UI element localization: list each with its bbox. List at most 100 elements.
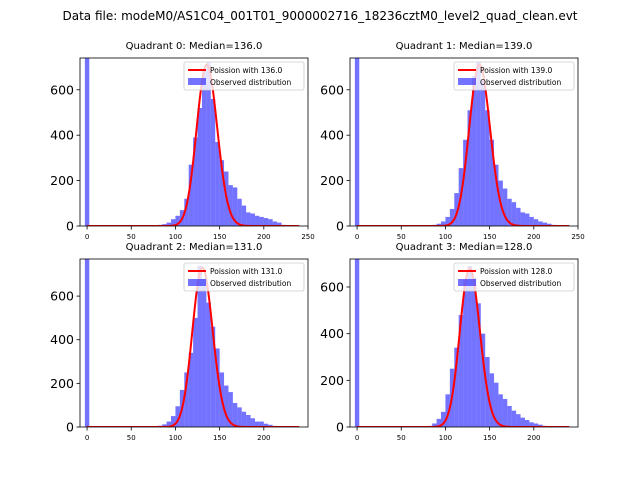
histogram-bar bbox=[246, 415, 251, 427]
histogram-bar bbox=[246, 212, 251, 226]
histogram-bar bbox=[436, 223, 442, 226]
legend-fit-label: Poission with 139.0 bbox=[480, 66, 553, 75]
x-tick-label: 100 bbox=[169, 233, 182, 241]
histogram-bar bbox=[529, 422, 534, 427]
histogram-bar bbox=[471, 76, 477, 226]
legend: Poission with 139.0 Observed distribution bbox=[453, 61, 575, 91]
legend-hist-swatch bbox=[188, 78, 206, 85]
axes-frame bbox=[79, 57, 309, 227]
histogram-bar bbox=[254, 421, 260, 427]
histogram-bar bbox=[520, 212, 525, 226]
histogram-bar bbox=[524, 420, 530, 427]
histogram-bar bbox=[188, 164, 194, 226]
histogram-bar bbox=[511, 202, 517, 226]
x-tick-label: 150 bbox=[483, 434, 496, 442]
subplot-title: Quadrant 3: Median=128.0 bbox=[396, 242, 533, 253]
histogram-bar bbox=[277, 222, 282, 226]
y-tick-label: 0 bbox=[336, 420, 344, 435]
histogram-bar bbox=[241, 411, 247, 427]
histogram-bar bbox=[162, 424, 167, 427]
histogram-bar bbox=[175, 406, 180, 427]
legend-hist-swatch bbox=[188, 279, 206, 286]
histogram-bar bbox=[228, 185, 233, 226]
histogram-bar bbox=[463, 280, 468, 427]
histogram-bar bbox=[516, 414, 521, 427]
histogram-bar bbox=[201, 69, 207, 226]
histogram-bar bbox=[520, 417, 525, 427]
legend-hist-label: Observed distribution bbox=[210, 279, 291, 288]
histogram-bar bbox=[445, 216, 450, 226]
histogram-bar bbox=[533, 423, 539, 427]
y-tick-label: 200 bbox=[320, 373, 344, 388]
histogram-bar bbox=[467, 110, 472, 226]
subplot-title: Quadrant 1: Median=139.0 bbox=[396, 41, 533, 52]
y-tick-label: 600 bbox=[50, 82, 74, 97]
histogram-bar bbox=[250, 213, 255, 226]
x-tick-label: 50 bbox=[397, 233, 406, 241]
x-tick-label: 150 bbox=[483, 233, 496, 241]
legend-hist-swatch bbox=[458, 279, 476, 286]
histogram-bar bbox=[441, 221, 446, 226]
histogram-bar bbox=[268, 424, 273, 427]
axes-frame bbox=[79, 258, 309, 428]
histogram-bar bbox=[184, 198, 189, 226]
histogram-bar bbox=[171, 219, 176, 226]
histogram-bar bbox=[445, 394, 450, 427]
histogram-bar bbox=[467, 266, 472, 427]
plot-area bbox=[354, 58, 570, 226]
legend-hist-label: Observed distribution bbox=[480, 78, 561, 87]
poisson-fit-line bbox=[357, 63, 570, 226]
histogram-bar bbox=[263, 218, 269, 226]
histogram-bar bbox=[432, 423, 437, 427]
histogram-bar bbox=[454, 193, 459, 226]
axes-frame bbox=[349, 258, 579, 428]
legend-box bbox=[453, 61, 575, 91]
x-tick-label: 200 bbox=[527, 233, 540, 241]
histogram-bar bbox=[268, 219, 273, 226]
histogram-bar bbox=[228, 392, 233, 427]
x-tick-label: 150 bbox=[213, 434, 226, 442]
histogram-bar bbox=[476, 303, 481, 427]
histogram-bar bbox=[263, 423, 269, 427]
histogram-bar bbox=[197, 107, 202, 226]
x-tick-label: 100 bbox=[439, 233, 452, 241]
legend-box bbox=[453, 262, 575, 292]
suptitle: Data file: modeM0/AS1C04_001T01_90000027… bbox=[62, 9, 577, 23]
legend-fit-label: Poission with 128.0 bbox=[480, 267, 553, 276]
plot-area bbox=[84, 58, 300, 226]
histogram-bar bbox=[272, 221, 278, 226]
histogram-bar bbox=[516, 207, 521, 226]
histogram-bar bbox=[480, 80, 486, 226]
y-tick-label: 600 bbox=[320, 280, 344, 295]
histogram-bar bbox=[219, 160, 225, 226]
histogram-bar bbox=[215, 142, 220, 226]
y-tick-label: 400 bbox=[320, 326, 344, 341]
y-tick-label: 0 bbox=[66, 420, 74, 435]
histogram-bar bbox=[210, 326, 216, 427]
histogram-bar bbox=[524, 213, 530, 226]
histogram-bar bbox=[206, 302, 211, 427]
y-tick-label: 200 bbox=[50, 173, 74, 188]
axes-frame bbox=[349, 57, 579, 227]
histogram-bar bbox=[485, 110, 490, 226]
x-tick-label: 100 bbox=[169, 434, 182, 442]
x-tick-label: 150 bbox=[213, 233, 226, 241]
x-tick-label: 50 bbox=[397, 434, 406, 442]
poisson-fit-line bbox=[87, 266, 300, 427]
x-tick-label: 50 bbox=[127, 434, 136, 442]
histogram-bar bbox=[480, 333, 486, 427]
plot-area bbox=[84, 259, 300, 427]
legend-hist-label: Observed distribution bbox=[480, 279, 561, 288]
subplot-title: Quadrant 2: Median=131.0 bbox=[126, 242, 263, 253]
poisson-fit-line bbox=[357, 267, 570, 427]
histogram-bar bbox=[489, 373, 495, 427]
histogram-bar-zero bbox=[84, 259, 90, 427]
x-tick-label: 200 bbox=[257, 434, 270, 442]
poisson-fit-line bbox=[87, 63, 300, 226]
histogram-bar bbox=[533, 219, 539, 226]
x-tick-label: 50 bbox=[127, 233, 136, 241]
legend-hist-swatch bbox=[458, 78, 476, 85]
histogram-bar bbox=[206, 62, 211, 226]
histogram-bar bbox=[201, 278, 207, 427]
